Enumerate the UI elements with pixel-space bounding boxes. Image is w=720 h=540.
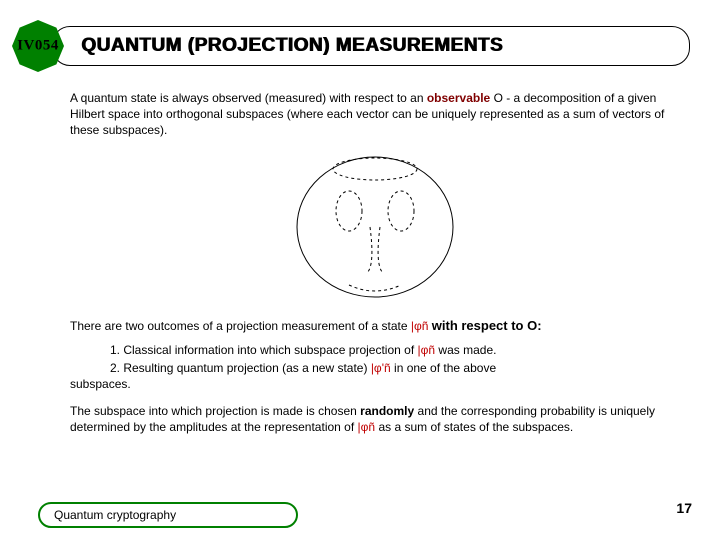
title-container: QUANTUM (PROJECTION) MEASUREMENTS [52, 26, 690, 66]
outcomes-lead-state: |φñ [411, 319, 429, 333]
closing-pre: The subspace into which projection is ma… [70, 404, 360, 418]
page-number: 17 [676, 500, 692, 516]
face-diagram [70, 147, 680, 307]
outcome2-post: in one of the above [394, 361, 496, 375]
footer-pill: Quantum cryptography [38, 502, 298, 528]
outcomes-lead-pre: There are two outcomes of a projection m… [70, 319, 411, 333]
outcome2-state: |φ'ñ [371, 361, 391, 375]
outcome-2: 2. Resulting quantum projection (as a ne… [70, 360, 680, 376]
closing-state: |φñ [358, 420, 376, 434]
outcome1-state: |φñ [418, 343, 436, 357]
outcomes-lead: There are two outcomes of a projection m… [70, 317, 680, 335]
slide-badge: IV054 [10, 18, 66, 74]
content-area: A quantum state is always observed (meas… [70, 90, 680, 443]
outcome1-pre: 1. Classical information into which subs… [110, 343, 418, 357]
footer-text: Quantum cryptography [54, 508, 176, 522]
slide-title: QUANTUM (PROJECTION) MEASUREMENTS [81, 35, 503, 56]
outcome1-post: was made. [438, 343, 496, 357]
closing-bold: randomly [360, 404, 414, 418]
badge-label: IV054 [17, 38, 59, 55]
observable-word: observable [427, 91, 490, 105]
closing-post: as a sum of states of the subspaces. [378, 420, 573, 434]
outcome-2-tail: subspaces. [70, 376, 680, 392]
closing-paragraph: The subspace into which projection is ma… [70, 403, 680, 435]
outcome2-pre: 2. Resulting quantum projection (as a ne… [110, 361, 371, 375]
outcomes-lead-post: with respect to O: [432, 318, 542, 333]
intro-paragraph: A quantum state is always observed (meas… [70, 90, 680, 139]
intro-pre: A quantum state is always observed (meas… [70, 91, 427, 105]
outcome-1: 1. Classical information into which subs… [70, 342, 680, 358]
